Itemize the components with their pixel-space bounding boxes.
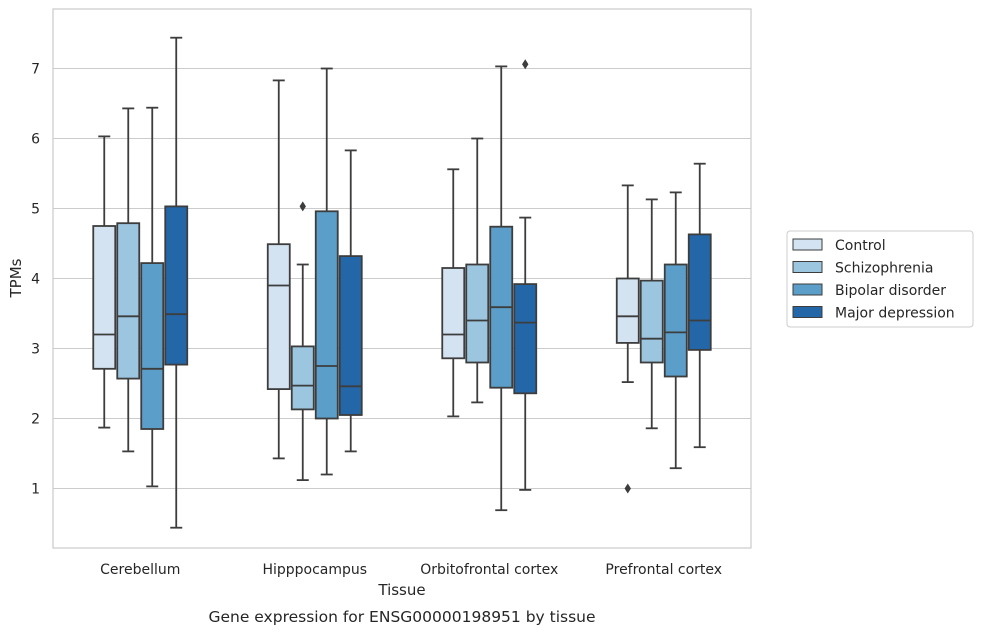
y-tick-labels: 1 2 3 4 5 6 7 (31, 62, 40, 498)
box-iqr (687, 233, 712, 351)
box-1-2 (465, 137, 490, 404)
box-iqr (465, 263, 490, 364)
box-0-0 (92, 135, 117, 429)
legend: Control Schizophrenia Bipolar disorder Majo… (786, 230, 974, 328)
plot-frame (52, 8, 752, 549)
box-1-3 (639, 198, 664, 430)
box-iqr (441, 267, 466, 360)
box-plots (92, 36, 712, 529)
box-2-2 (489, 65, 514, 512)
box-0-2 (441, 168, 466, 418)
legend-label: Bipolar disorder (835, 283, 946, 299)
box-0-3 (615, 184, 640, 494)
outlier-point (299, 201, 306, 212)
box-iqr (314, 210, 339, 420)
x-tick-label: Cerebellum (100, 562, 180, 578)
y-tick-label: 7 (31, 62, 40, 78)
x-tick-label: Prefrontal cortex (605, 562, 722, 578)
y-tick-label: 6 (31, 132, 40, 148)
legend-swatch (792, 306, 823, 318)
x-tick-label: Hipppocampus (262, 562, 367, 578)
box-3-1 (338, 149, 363, 453)
box-iqr (513, 283, 538, 395)
y-tick-label: 3 (31, 342, 40, 358)
box-2-0 (140, 106, 165, 488)
box-iqr (164, 205, 189, 366)
y-tick-label: 5 (31, 202, 40, 218)
box-iqr (663, 263, 688, 378)
legend-label: Schizophrenia (835, 261, 933, 277)
legend-swatch (792, 261, 823, 273)
box-iqr (639, 279, 664, 364)
box-iqr (116, 222, 141, 380)
box-2-1 (314, 67, 339, 476)
chart-caption: Gene expression for ENSG00000198951 by t… (208, 608, 595, 626)
box-1-0 (116, 107, 141, 453)
legend-label: Control (835, 238, 886, 254)
y-axis-label: TPMs (7, 258, 25, 298)
box-2-3 (663, 191, 688, 470)
outlier-point (522, 59, 529, 70)
x-axis-label: Tissue (377, 581, 425, 599)
box-3-3 (687, 162, 712, 449)
y-tick-label: 2 (31, 412, 40, 428)
box-iqr (92, 225, 117, 370)
box-iqr (615, 277, 640, 344)
x-tick-labels: Cerebellum Hipppocampus Orbitofrontal cort… (100, 562, 722, 578)
y-tick-label: 1 (31, 482, 40, 498)
outlier-point (624, 483, 631, 494)
box-1-1 (290, 201, 315, 482)
box-3-2 (513, 59, 538, 491)
x-tick-label: Orbitofrontal cortex (420, 562, 558, 578)
box-iqr (140, 262, 165, 430)
legend-label: Major depression (835, 306, 955, 322)
box-iqr (338, 255, 363, 416)
box-iqr (290, 345, 315, 411)
box-iqr (266, 243, 291, 390)
box-3-0 (164, 36, 189, 529)
box-0-1 (266, 79, 291, 460)
legend-box (786, 230, 974, 328)
y-tick-label: 4 (31, 272, 40, 288)
legend-swatch (792, 283, 823, 296)
legend-swatch (792, 238, 823, 251)
